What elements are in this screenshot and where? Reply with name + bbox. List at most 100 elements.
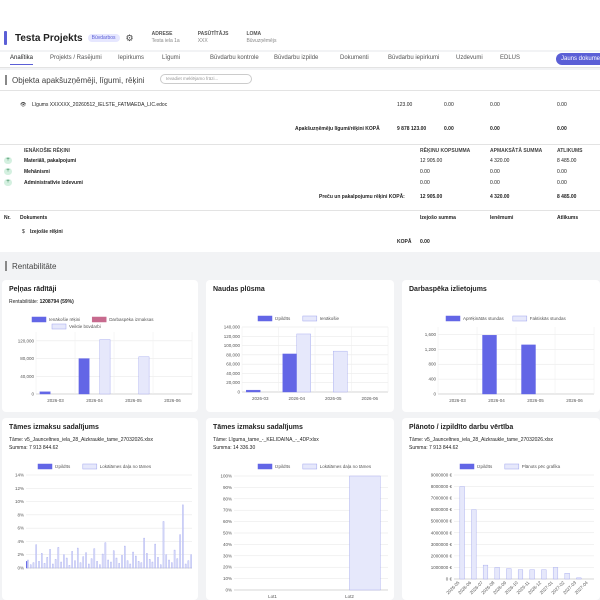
y-tick-label: 4%	[17, 539, 24, 544]
bar	[43, 563, 46, 569]
legend-label: Lokālāmes daļa no tāmes	[100, 464, 152, 469]
y-tick-label: 20%	[223, 565, 232, 570]
chart-title: Naudas plūsma	[213, 286, 265, 293]
bar	[38, 561, 40, 569]
tab-contracts[interactable]: Līgumi	[162, 55, 181, 61]
bar	[146, 553, 148, 569]
bar	[124, 545, 126, 569]
y-tick-label: 80,000	[20, 356, 34, 361]
x-tick-label: 2026-05	[527, 398, 544, 403]
chart-title: Darbaspēka izlietojums	[409, 286, 487, 293]
tab-work-procurement[interactable]: Būvdarbu iepirkumi	[388, 55, 440, 61]
bar	[107, 559, 109, 569]
subcontractors-card: Objekta apakšuzņēmēji, līgumi, rēķini Ie…	[0, 70, 600, 252]
chart-title: Peļņas rādītāji	[9, 286, 57, 293]
legend-label: Plānots pēc grafika	[522, 464, 561, 469]
x-tick-label: 2026-04	[86, 398, 103, 403]
legend-swatch	[91, 316, 107, 323]
bar	[99, 339, 111, 395]
bar	[88, 563, 90, 569]
x-tick-label: Lot2	[345, 594, 354, 599]
search-input[interactable]: Ievadiet meklējamo frāzi...	[160, 74, 252, 84]
bar	[143, 537, 145, 569]
expand-icon[interactable]: +	[4, 168, 12, 175]
tab-control[interactable]: Būvdarbu kontrole	[210, 55, 259, 61]
y-tick-label: 0	[433, 392, 436, 397]
tab-execution[interactable]: Būvdarbu izpilde	[274, 55, 319, 61]
status-badge[interactable]: Būvdarbos	[87, 34, 120, 42]
contract-name: Līgums XXX	[32, 102, 60, 108]
top-bar	[0, 0, 600, 26]
expand-icon[interactable]: +	[4, 179, 12, 186]
x-tick-label: 2026-04	[288, 396, 305, 401]
bar	[76, 547, 79, 569]
bar	[162, 521, 165, 569]
contract-file[interactable]: XXX_20260512_IELSTE_FATMAEDA_LIC.edoc	[60, 102, 168, 108]
bar	[35, 544, 37, 569]
bar	[482, 564, 489, 580]
y-tick-label: 400	[428, 377, 436, 382]
bar	[78, 358, 90, 395]
bar	[165, 554, 168, 569]
bar	[137, 561, 140, 569]
meta-role: LOMA Būvuzņēmējs	[246, 31, 277, 44]
bar	[517, 569, 524, 580]
bar	[93, 548, 96, 569]
bar	[506, 568, 512, 580]
y-tick-label: 60%	[223, 519, 232, 524]
y-tick-label: 800	[428, 362, 436, 367]
planned-value-chart: Izpildīts Plānots pēc grafika 0 € 1000000 €…	[431, 463, 594, 596]
y-tick-label: 3000000 €	[431, 542, 453, 547]
tab-bar: Analītika Projekts / Rasējumi Iepirkums …	[0, 52, 600, 68]
x-tick-label: 2026-03	[252, 396, 269, 401]
y-tick-label: 10%	[15, 499, 24, 504]
y-tick-label: 70%	[223, 508, 232, 513]
bar	[104, 542, 107, 569]
legend-swatch	[445, 315, 461, 322]
tab-documents[interactable]: Dokumenti	[340, 55, 369, 61]
tab-edlus[interactable]: EDLUS	[500, 55, 521, 61]
bar	[494, 567, 500, 580]
bar	[54, 559, 57, 569]
legend-swatch	[257, 315, 273, 322]
y-tick-label: 90%	[223, 485, 232, 490]
tab-analytics[interactable]: Analītika	[10, 55, 34, 65]
y-tick-label: 14%	[15, 473, 24, 478]
legend-label: Veiktie būvdarbi	[69, 324, 101, 329]
bar	[171, 562, 173, 569]
legend-label: Izpildīts	[275, 316, 291, 321]
y-tick-label: 80%	[223, 496, 232, 501]
y-tick-label: 4000000 €	[431, 530, 453, 535]
tab-project[interactable]: Projekts / Rasējumi	[50, 55, 102, 61]
expand-icon[interactable]: +	[4, 157, 12, 164]
y-tick-label: 2%	[17, 552, 24, 557]
x-tick-label: 2027-04	[574, 580, 590, 596]
bar	[90, 558, 93, 569]
eye-icon[interactable]: 👁	[20, 102, 27, 108]
y-tick-label: 5000000 €	[431, 519, 453, 524]
bar	[41, 553, 43, 569]
tab-tasks[interactable]: Uzdevumi	[456, 55, 483, 61]
legend-swatch	[257, 463, 273, 470]
y-tick-label: 6%	[17, 526, 24, 531]
y-tick-label: 8%	[17, 512, 24, 517]
bar	[168, 559, 170, 569]
bar	[68, 565, 71, 569]
gear-icon[interactable]: ⚙	[125, 32, 134, 43]
new-document-button[interactable]: Jauns dokuments	[556, 53, 600, 65]
bar	[60, 561, 62, 569]
bar	[296, 333, 311, 393]
bar	[110, 561, 112, 569]
legend-swatch	[504, 463, 520, 470]
legend-label: Ienākošie	[320, 316, 340, 321]
bar	[246, 389, 261, 393]
x-tick-label: 2026-05	[325, 396, 342, 401]
legend-label: Aprēķinātās stundas	[463, 316, 505, 321]
tab-procurement[interactable]: Iepirkums	[118, 55, 145, 61]
y-tick-label: 2000000 €	[431, 553, 453, 558]
bar	[112, 550, 115, 569]
outgoing-invoices-row[interactable]: Izejošie rēķini	[30, 229, 63, 235]
cashflow-chart-card: Naudas plūsma Izpildīts Ienākošie 0 20,000 4…	[206, 280, 394, 412]
bar	[65, 557, 68, 569]
bar	[349, 475, 381, 591]
